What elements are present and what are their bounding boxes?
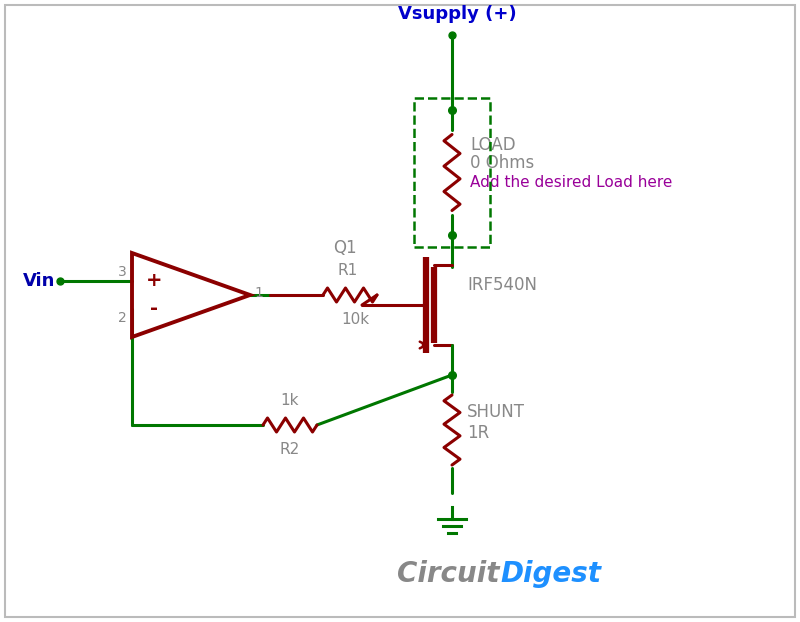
Text: 1: 1 — [254, 286, 263, 300]
Text: LOAD: LOAD — [470, 136, 516, 154]
Text: R1: R1 — [338, 263, 358, 278]
Text: 0 Ohms: 0 Ohms — [470, 154, 534, 172]
Text: Q1: Q1 — [334, 239, 357, 257]
Text: -: - — [150, 300, 158, 318]
Text: IRF540N: IRF540N — [467, 276, 537, 294]
Text: 3: 3 — [118, 265, 127, 279]
Text: Add the desired Load here: Add the desired Load here — [470, 175, 672, 190]
Text: +: + — [146, 271, 162, 290]
Text: 1k: 1k — [281, 393, 299, 408]
Text: Digest: Digest — [500, 560, 601, 588]
Text: Vin: Vin — [22, 272, 55, 290]
Text: Vsupply (+): Vsupply (+) — [398, 5, 516, 23]
Text: 10k: 10k — [341, 312, 369, 327]
Text: Circuit: Circuit — [398, 560, 500, 588]
Text: 2: 2 — [118, 311, 127, 325]
Text: R2: R2 — [280, 442, 300, 457]
Text: 1R: 1R — [467, 424, 490, 442]
Text: SHUNT: SHUNT — [467, 403, 525, 421]
